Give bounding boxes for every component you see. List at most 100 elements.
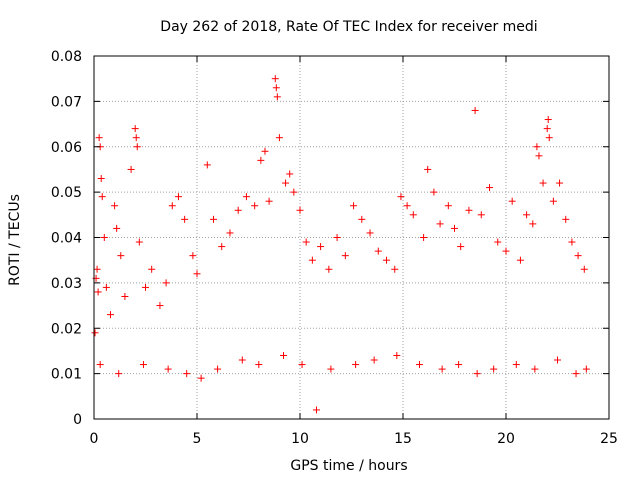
- y-axis-label: ROTI / TECUs: [7, 194, 23, 286]
- data-point: [139, 361, 147, 369]
- data-point: [350, 202, 358, 210]
- data-point: [142, 283, 149, 291]
- y-tick-label: 0.04: [51, 231, 82, 247]
- x-tick-label: 0: [90, 431, 99, 447]
- data-point: [554, 356, 561, 364]
- data-point: [156, 302, 164, 310]
- data-point: [265, 197, 273, 205]
- data-point: [189, 252, 197, 260]
- y-tick-label: 0.03: [51, 276, 82, 292]
- data-point: [298, 361, 306, 369]
- data-point: [391, 265, 399, 273]
- data-point: [494, 238, 502, 246]
- data-point: [409, 211, 417, 219]
- data-point: [286, 170, 294, 178]
- grid-layer: [94, 56, 609, 419]
- data-point: [572, 370, 580, 378]
- data-point: [302, 238, 310, 246]
- x-tick-label: 25: [600, 431, 618, 447]
- y-tick-label: 0: [73, 412, 82, 428]
- data-point: [568, 238, 576, 246]
- data-point: [197, 374, 205, 382]
- data-point: [174, 193, 182, 201]
- data-point: [374, 247, 382, 255]
- y-tick-label: 0.06: [51, 140, 82, 156]
- data-point: [242, 193, 250, 201]
- data-point: [544, 116, 552, 124]
- data-point: [111, 202, 119, 210]
- data-point: [465, 206, 473, 214]
- points-layer: [91, 75, 590, 414]
- data-point: [574, 252, 582, 260]
- data-point: [523, 211, 531, 219]
- data-point: [96, 361, 104, 369]
- data-point: [255, 361, 263, 369]
- data-point: [477, 211, 485, 219]
- data-point: [535, 152, 543, 160]
- data-point: [135, 238, 143, 246]
- data-point: [218, 243, 226, 251]
- data-point: [516, 256, 524, 264]
- data-point: [370, 356, 378, 364]
- data-point: [261, 147, 269, 155]
- y-tick-label: 0.01: [51, 367, 82, 383]
- data-point: [113, 224, 121, 232]
- data-point: [251, 202, 259, 210]
- y-tick-label: 0.08: [51, 49, 82, 65]
- data-point: [94, 288, 102, 296]
- data-point: [341, 252, 349, 260]
- data-point: [556, 179, 564, 187]
- chart-title: Day 262 of 2018, Rate Of TEC Index for r…: [160, 19, 537, 35]
- data-point: [508, 197, 516, 205]
- tick-labels-layer: 0 5 10 15 20 25 0 0.01 0.02 0.03 0.04 0.05 0.06 0.07 0…: [51, 49, 618, 447]
- data-point: [444, 202, 452, 210]
- data-point: [214, 365, 222, 373]
- data-point: [415, 361, 423, 369]
- data-point: [582, 365, 590, 373]
- data-point: [95, 134, 103, 142]
- data-point: [531, 365, 539, 373]
- data-point: [455, 361, 463, 369]
- data-point: [403, 202, 411, 210]
- data-point: [424, 165, 432, 173]
- data-point: [106, 311, 114, 319]
- data-point: [502, 247, 510, 255]
- data-point: [168, 202, 176, 210]
- data-point: [102, 283, 110, 291]
- data-point: [133, 143, 141, 151]
- data-point: [580, 265, 588, 273]
- data-point: [91, 329, 99, 337]
- data-point: [275, 134, 283, 142]
- data-point: [327, 365, 335, 373]
- y-tick-label: 0.02: [51, 321, 82, 337]
- data-point: [352, 361, 360, 369]
- data-point: [333, 234, 341, 241]
- x-axis-label: GPS time / hours: [290, 458, 407, 474]
- data-point: [397, 193, 405, 201]
- data-point: [325, 265, 333, 273]
- data-point: [234, 206, 242, 214]
- data-point: [471, 106, 479, 114]
- data-point: [562, 215, 570, 223]
- data-point: [512, 361, 520, 369]
- data-point: [132, 134, 140, 142]
- data-point: [98, 193, 106, 201]
- data-point: [545, 134, 553, 142]
- data-point: [312, 406, 320, 414]
- data-point: [529, 220, 537, 228]
- data-point: [280, 351, 288, 359]
- x-tick-label: 5: [193, 431, 202, 447]
- data-point: [164, 365, 172, 373]
- data-point: [438, 365, 446, 373]
- data-point: [451, 224, 458, 232]
- data-point: [358, 215, 366, 223]
- y-tick-label: 0.07: [51, 94, 82, 110]
- data-point: [473, 370, 481, 378]
- data-point: [100, 234, 108, 241]
- data-point: [366, 229, 374, 237]
- axes-layer: [93, 55, 610, 420]
- data-point: [420, 234, 428, 241]
- data-point: [539, 179, 547, 187]
